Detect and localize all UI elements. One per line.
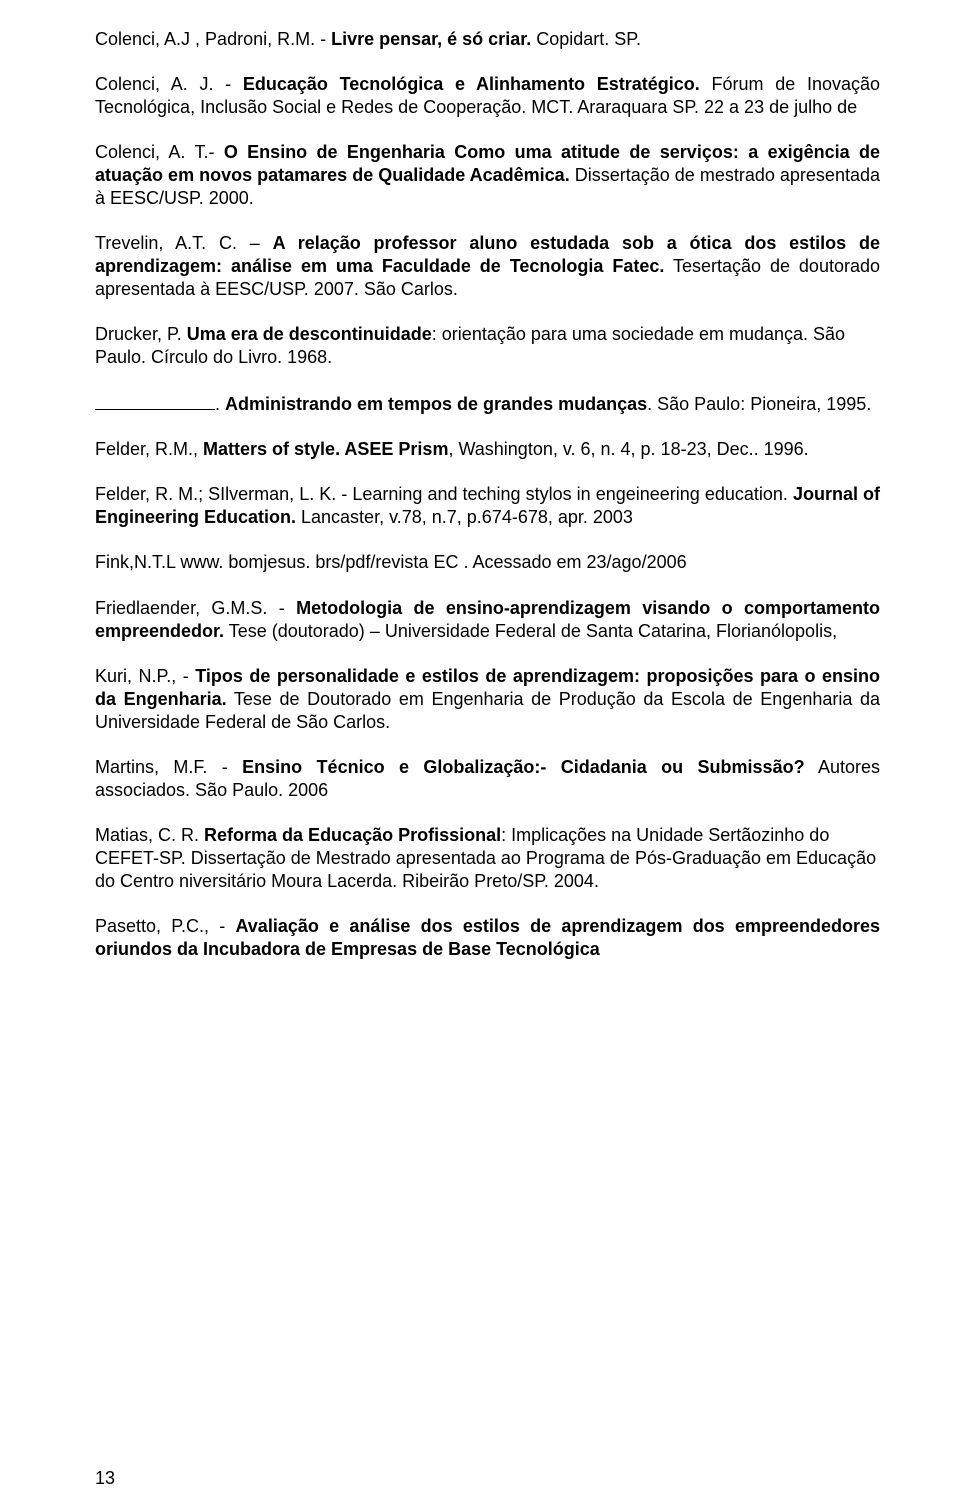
reference-11: Kuri, N.P., - Tipos de personalidade e e… <box>95 665 880 734</box>
reference-9: Fink,N.T.L www. bomjesus. brs/pdf/revist… <box>95 551 880 574</box>
ref-title: Reforma da Educação Profissional <box>204 825 501 845</box>
ref-text: Colenci, A. J. - <box>95 74 243 94</box>
ref-title: Uma era de descontinuidade <box>187 324 432 344</box>
reference-8: Felder, R. M.; SIlverman, L. K. - Learni… <box>95 483 880 529</box>
ref-text: Martins, M.F. - <box>95 757 242 777</box>
reference-5: Drucker, P. Uma era de descontinuidade: … <box>95 323 880 369</box>
reference-4: Trevelin, A.T. C. – A relação professor … <box>95 232 880 301</box>
reference-3: Colenci, A. T.- O Ensino de Engenharia C… <box>95 141 880 210</box>
ref-text: Pasetto, P.C., - <box>95 916 235 936</box>
page-number: 13 <box>95 1468 115 1489</box>
ref-title: Livre pensar, é só criar. <box>331 29 531 49</box>
ref-text: Colenci, A.J , Padroni, R.M. - <box>95 29 331 49</box>
ref-text: Kuri, N.P., - <box>95 666 195 686</box>
reference-10: Friedlaender, G.M.S. - Metodologia de en… <box>95 597 880 643</box>
ref-text: Lancaster, v.78, n.7, p.674-678, apr. 20… <box>296 507 633 527</box>
ref-text: , Washington, v. 6, n. 4, p. 18-23, Dec.… <box>448 439 808 459</box>
reference-2: Colenci, A. J. - Educação Tecnológica e … <box>95 73 880 119</box>
ref-text: . São Paulo: Pioneira, 1995. <box>647 394 871 414</box>
document-page: Colenci, A.J , Padroni, R.M. - Livre pen… <box>0 0 960 1509</box>
reference-14: Pasetto, P.C., - Avaliação e análise dos… <box>95 915 880 961</box>
ref-text: Friedlaender, G.M.S. - <box>95 598 296 618</box>
ref-title: Ensino Técnico e Globalização:- Cidadani… <box>242 757 804 777</box>
ref-title: Administrando em tempos de grandes mudan… <box>225 394 647 414</box>
ref-text: Trevelin, A.T. C. – <box>95 233 273 253</box>
ref-text: Matias, C. R. <box>95 825 204 845</box>
ref-title: Educação Tecnológica e Alinhamento Estra… <box>243 74 700 94</box>
ref-text: Copidart. SP. <box>531 29 641 49</box>
blank-author-line <box>95 391 215 410</box>
reference-6: . Administrando em tempos de grandes mud… <box>95 391 880 416</box>
ref-text: Felder, R.M., <box>95 439 203 459</box>
ref-text: . <box>215 394 225 414</box>
reference-13: Matias, C. R. Reforma da Educação Profis… <box>95 824 880 893</box>
reference-7: Felder, R.M., Matters of style. ASEE Pri… <box>95 438 880 461</box>
ref-text: Fink,N.T.L www. bomjesus. brs/pdf/revist… <box>95 552 687 572</box>
ref-text: Felder, R. M.; SIlverman, L. K. - Learni… <box>95 484 793 504</box>
ref-text: Colenci, A. T.- <box>95 142 224 162</box>
ref-text: Drucker, P. <box>95 324 187 344</box>
ref-title: Matters of style. ASEE Prism <box>203 439 448 459</box>
reference-1: Colenci, A.J , Padroni, R.M. - Livre pen… <box>95 28 880 51</box>
reference-12: Martins, M.F. - Ensino Técnico e Globali… <box>95 756 880 802</box>
ref-text: Tese (doutorado) – Universidade Federal … <box>224 621 837 641</box>
